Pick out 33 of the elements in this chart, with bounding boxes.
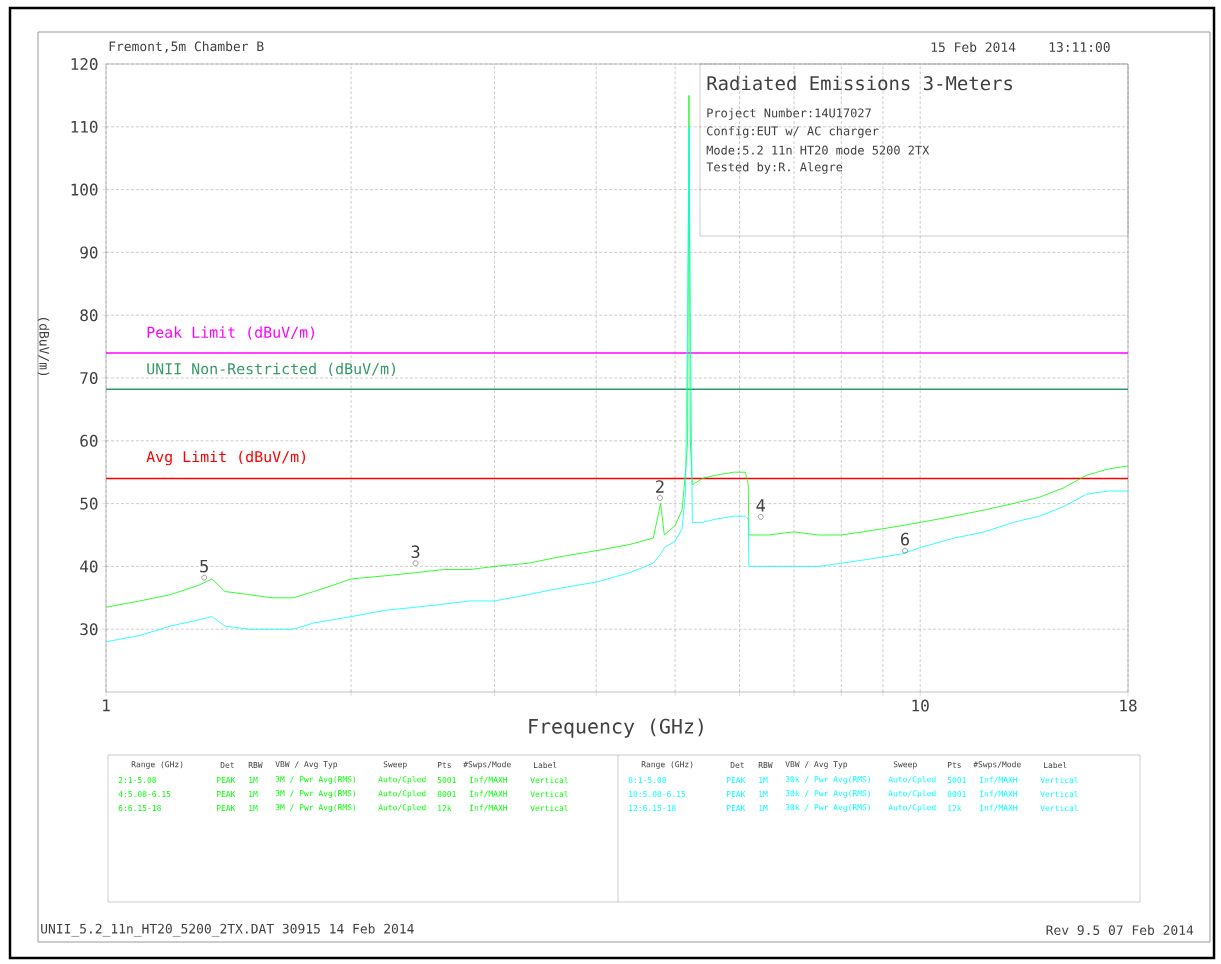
x-tick-label: 18 [1120, 699, 1137, 712]
y-tick-label: 70 [80, 371, 98, 385]
y-tick-label: 90 [80, 246, 98, 259]
annotation: Tested by:R. Alegre [706, 162, 843, 174]
y-tick-label: 110 [71, 120, 98, 133]
text: 15 Feb 2014 [931, 41, 1016, 53]
x-tick-label: 1 [103, 699, 110, 712]
y-tick-label: 30 [80, 623, 98, 636]
annotation: 4 [756, 499, 765, 512]
text: Rev 9.5 07 Feb 2014 [1046, 925, 1194, 936]
ref-line-label: Peak Limit (dBuV/m) [147, 326, 315, 340]
ref-line-label: Avg Limit (dBuV/m) [146, 450, 306, 466]
annotation: Config:EUT w/ AC charger [707, 126, 879, 138]
y-tick-label: 80 [80, 309, 98, 322]
x-tick-label: 10 [912, 699, 929, 712]
text: Fremont,5m Chamber B [109, 41, 264, 53]
text: 13:11:00 [1049, 42, 1110, 52]
y-tick-label: 100 [71, 183, 98, 196]
x-axis-title: Frequency (GHz) [529, 718, 703, 738]
text: UNII_5.2_11n_HT20_5200_2TX.DAT 30915 14 Feb 2014 [41, 923, 414, 937]
y-tick-label: 60 [80, 434, 98, 447]
annotation: 6 [901, 532, 910, 546]
annotation: 2 [656, 480, 664, 493]
y-axis-title: (dBuV/m) [37, 318, 50, 376]
text: Radiated Emissions 3-Meters [707, 75, 1012, 91]
y-tick-label: 50 [80, 497, 98, 510]
annotation: Mode:5.2 11n HT20 mode 5200 2TX [706, 145, 930, 155]
annotation: Project Number:14U17027 [707, 108, 871, 120]
ref-line-label: UNII Non-Restricted (dBuV/m) [147, 362, 395, 377]
y-tick-label: 40 [80, 560, 98, 573]
y-tick-label: 120 [71, 57, 98, 71]
annotation: 5 [200, 559, 208, 573]
annotation: 3 [411, 545, 420, 559]
